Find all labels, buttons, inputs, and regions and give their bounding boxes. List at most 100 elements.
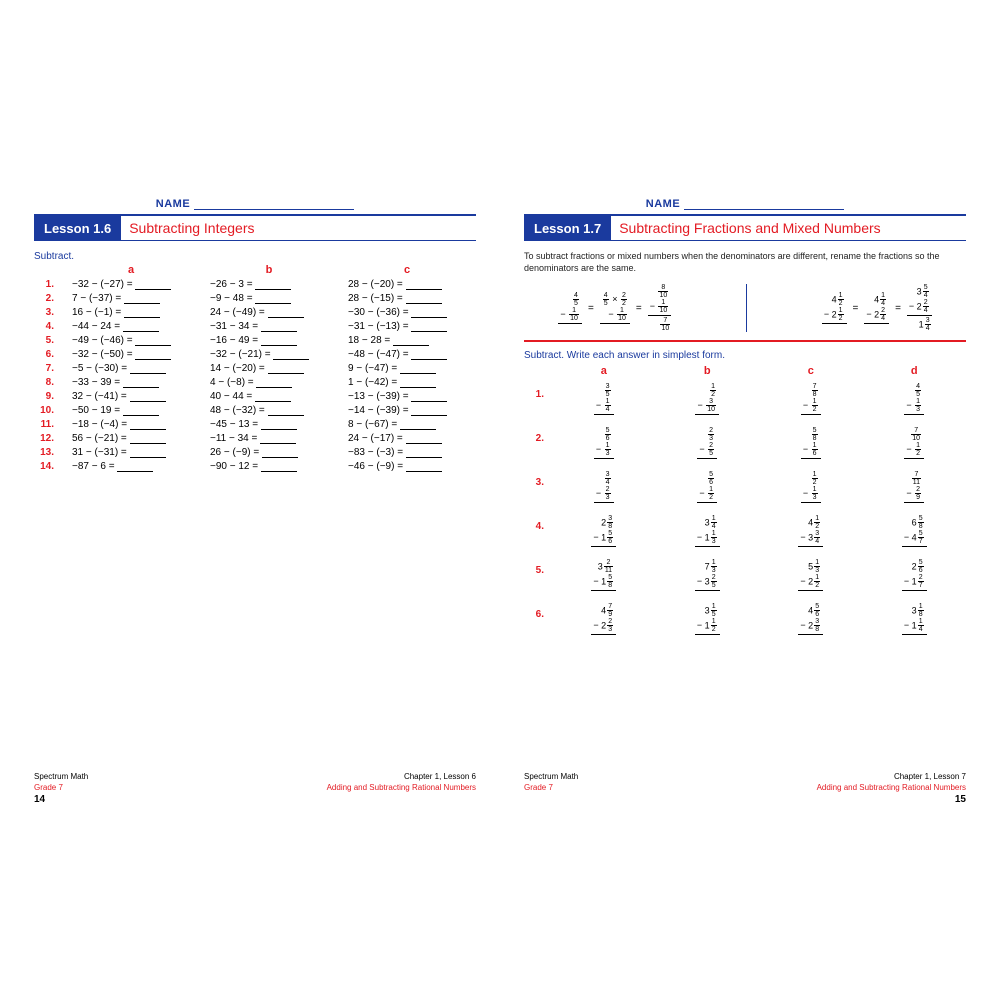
answer-blank (130, 401, 166, 402)
problem-cell: 28 − (−20) = (338, 279, 476, 290)
problem-number: 13. (34, 447, 62, 458)
name-line: NAME (34, 198, 476, 210)
mixed-number: − 12 (906, 444, 922, 454)
mixed-number: 414 (874, 294, 887, 304)
fraction: 13 (711, 559, 717, 574)
footer-page-num: 14 (34, 793, 88, 806)
answer-blank (400, 429, 436, 430)
mixed-number: 256 (912, 561, 925, 571)
problem-row: 4.−44 − 24 = −31 − 34 = −31 − (−13) = (34, 321, 476, 332)
vertical-problem: 513− 212 (798, 559, 823, 591)
problem-row: 12.56 − (−21) = −11 − 34 = 24 − (−17) = (34, 433, 476, 444)
fraction: 45 (915, 383, 921, 398)
fraction: 14 (605, 398, 611, 413)
fraction: 58 (918, 515, 924, 530)
vertical-problem: 479− 223 (591, 603, 616, 635)
mixed-number: − 325 (697, 576, 718, 586)
answer-blank (130, 443, 166, 444)
answer-blank (268, 415, 304, 416)
problem-row: 9.32 − (−41) = 40 − 44 = −13 − (−39) = (34, 391, 476, 402)
fraction: 15 (711, 603, 717, 618)
problem-cell: −46 − (−9) = (338, 461, 476, 472)
fraction: 23 (605, 486, 611, 501)
problem-cell: 18 − 28 = (338, 335, 476, 346)
fraction: 54 (923, 284, 929, 299)
fraction: 56 (605, 427, 611, 442)
mixed-number: − 224 (909, 301, 930, 311)
fraction: 110 (617, 307, 627, 322)
vertical-problem: 711− 29 (904, 471, 924, 503)
mixed-number: − 23 (596, 488, 612, 498)
problem-row: 11.−18 − (−4) = −45 − 13 = 8 − (−67) = (34, 419, 476, 430)
problem-number: 11. (34, 419, 62, 430)
problem-cell: 78− 12 (759, 383, 863, 415)
mixed-number: − 16 (803, 444, 819, 454)
fraction: 22 (621, 292, 627, 307)
vertical-problem: 810− 110710 (648, 284, 672, 332)
vertical-problem: 713− 325 (695, 559, 720, 591)
problem-cell: −9 − 48 = (200, 293, 338, 304)
fraction: 56 (918, 559, 924, 574)
problem-cell: −16 − 49 = (200, 335, 338, 346)
name-underline (684, 209, 844, 210)
problem-number: 3. (34, 307, 62, 318)
problem-row: 1.−32 − (−27) = −26 − 3 = 28 − (−20) = (34, 279, 476, 290)
problem-cell: 412− 334 (759, 515, 863, 547)
problem-cell: −5 − (−30) = (62, 363, 200, 374)
fraction-problems: 1.35− 1412− 31078− 1245− 132.56− 1323− 2… (524, 377, 966, 766)
intro-text: To subtract fractions or mixed numbers w… (524, 251, 966, 274)
problem-cell: 14 − (−20) = (200, 363, 338, 374)
fraction: 29 (915, 486, 921, 501)
answer-blank (255, 401, 291, 402)
problem-row: 4.238− 156 314− 113 412− 334658− 457 (524, 515, 966, 547)
problem-row: 6.479− 223315− 112456− 238318− 114 (524, 603, 966, 635)
fraction: 56 (607, 530, 613, 545)
mixed-number: − 13 (596, 444, 612, 454)
answer-blank (255, 303, 291, 304)
mixed-number: − 224 (866, 309, 887, 319)
footer-left: Spectrum Math Grade 7 14 (34, 772, 88, 806)
column-label: a (552, 365, 656, 377)
fraction: 711 (912, 471, 921, 486)
answer-blank (411, 331, 447, 332)
problem-cell: 713− 325 (656, 559, 760, 591)
answer-blank (406, 443, 442, 444)
lesson-title: Subtracting Fractions and Mixed Numbers (611, 216, 888, 240)
fraction: 12 (710, 383, 716, 398)
answer-blank (273, 359, 309, 360)
answer-blank (260, 443, 296, 444)
vertical-problem: 34− 23 (594, 471, 614, 503)
problem-number: 10. (34, 405, 62, 416)
vertical-problem: 314− 113 (695, 515, 720, 547)
vertical-problem: 412− 212 (822, 292, 847, 324)
problem-cell: 658− 457 (863, 515, 967, 547)
problem-cell: −13 − (−39) = (338, 391, 476, 402)
answer-blank (406, 457, 442, 458)
name-underline (194, 209, 354, 210)
problem-cell: −31 − 34 = (200, 321, 338, 332)
fraction: 14 (711, 515, 717, 530)
problem-number: 4. (524, 515, 552, 532)
page-left: NAME Lesson 1.6 Subtracting Integers Sub… (20, 190, 490, 810)
problem-cell: 9 − (−47) = (338, 363, 476, 374)
problem-cell: 56 − 13 (552, 427, 656, 459)
mixed-number: − 14 (596, 400, 612, 410)
problem-cell: 12− 13 (759, 471, 863, 503)
answer-blank (135, 345, 171, 346)
answer-blank (130, 457, 166, 458)
problem-cell: 34− 23 (552, 471, 656, 503)
problem-cell: 48 − (−32) = (200, 405, 338, 416)
fraction: 710 (660, 317, 670, 332)
problem-cell: 238− 156 (552, 515, 656, 547)
vertical-problem: 56 − 13 (594, 427, 614, 459)
mixed-number: 412 (832, 294, 845, 304)
column-label: b (656, 365, 760, 377)
example-2: 412− 212=414− 224=354− 224134 (822, 284, 932, 332)
problem-cell: −30 − (−36) = (338, 307, 476, 318)
column-label: b (200, 264, 338, 276)
fraction: 14 (880, 292, 886, 307)
problem-cell: 12− 310 (656, 383, 760, 415)
mixed-number: − 223 (593, 620, 614, 630)
footer-right: Chapter 1, Lesson 6 Adding and Subtracti… (327, 772, 476, 806)
answer-blank (411, 401, 447, 402)
